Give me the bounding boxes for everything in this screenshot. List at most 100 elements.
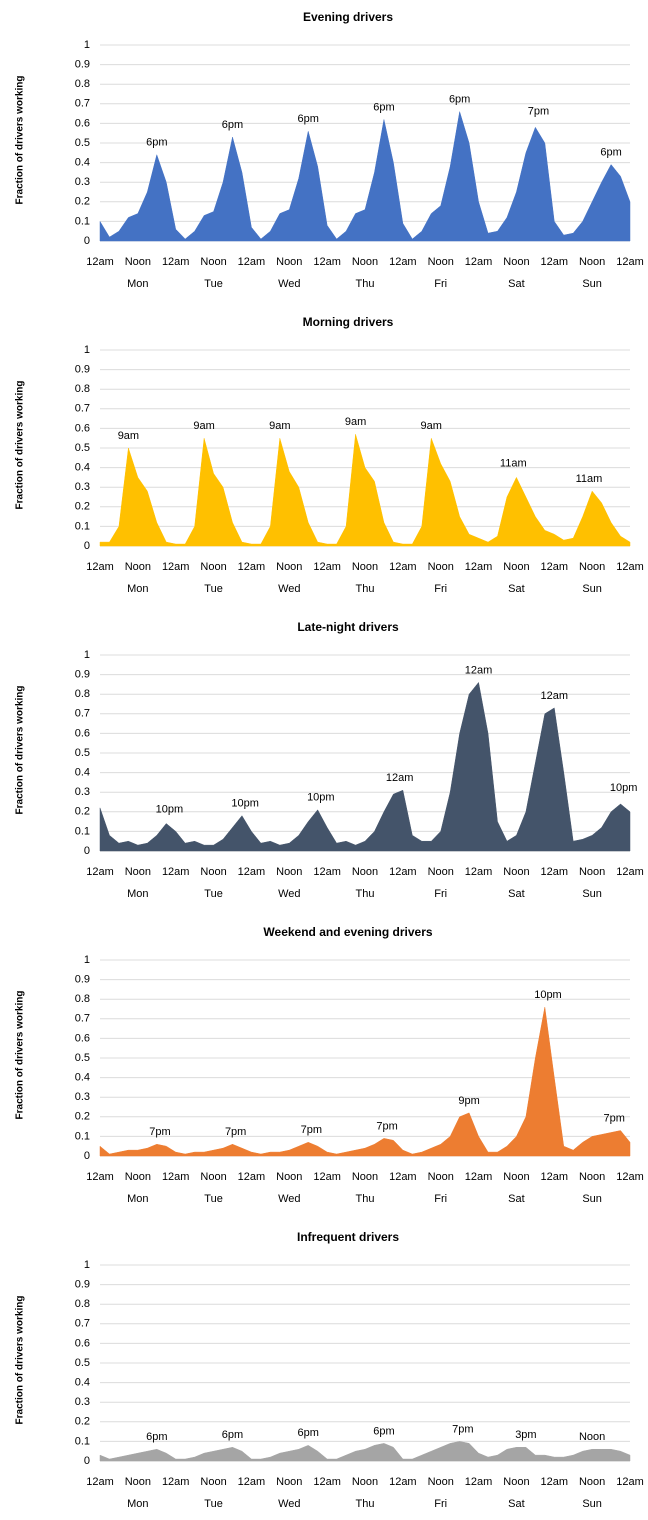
y-tick-label: 0 bbox=[84, 235, 90, 247]
x-tick-label: Noon bbox=[428, 1476, 454, 1488]
y-tick-label: 0.2 bbox=[75, 1416, 90, 1428]
y-axis-label: Fraction of drivers working bbox=[15, 381, 26, 510]
y-tick-label: 0.3 bbox=[75, 786, 90, 798]
x-tick-label: 12am bbox=[313, 1171, 341, 1183]
y-tick-label: 0.5 bbox=[75, 1052, 90, 1064]
x-tick-label: Noon bbox=[200, 1171, 226, 1183]
chart-title: Infrequent drivers bbox=[297, 1230, 399, 1244]
x-tick-label: Noon bbox=[276, 1171, 302, 1183]
x-tick-label: Noon bbox=[125, 1476, 151, 1488]
x-tick-label: 12am bbox=[86, 1476, 114, 1488]
day-label: Mon bbox=[127, 278, 148, 290]
x-tick-label: 12am bbox=[389, 1476, 417, 1488]
y-tick-label: 0.6 bbox=[75, 117, 90, 129]
y-tick-label: 0.5 bbox=[75, 1357, 90, 1369]
area bbox=[99, 1441, 631, 1462]
y-tick-label: 0.3 bbox=[75, 176, 90, 188]
peak-label: 10pm bbox=[156, 804, 184, 816]
day-label: Mon bbox=[127, 1193, 148, 1205]
x-tick-label: Noon bbox=[352, 1171, 378, 1183]
peak-label: 12am bbox=[465, 664, 493, 676]
area bbox=[99, 1006, 631, 1157]
x-tick-label: 12am bbox=[313, 866, 341, 878]
x-tick-label: 12am bbox=[541, 866, 569, 878]
y-tick-label: 0.4 bbox=[75, 462, 90, 474]
peak-label: 10pm bbox=[534, 989, 562, 1001]
y-tick-label: 0.8 bbox=[75, 383, 90, 395]
day-label: Sat bbox=[508, 1498, 525, 1510]
y-tick-label: 0.3 bbox=[75, 1396, 90, 1408]
day-label: Thu bbox=[356, 888, 375, 900]
y-tick-label: 0.4 bbox=[75, 767, 90, 779]
x-tick-label: Noon bbox=[579, 256, 605, 268]
y-axis-label: Fraction of drivers working bbox=[15, 1296, 26, 1425]
peak-label: 6pm bbox=[298, 113, 319, 125]
peak-label: 9am bbox=[345, 416, 366, 428]
y-tick-label: 0 bbox=[84, 540, 90, 552]
x-tick-label: Noon bbox=[276, 866, 302, 878]
x-tick-label: 12am bbox=[238, 561, 266, 573]
y-tick-label: 0.3 bbox=[75, 481, 90, 493]
day-label: Fri bbox=[434, 278, 447, 290]
x-tick-label: Noon bbox=[503, 866, 529, 878]
area bbox=[99, 434, 631, 547]
day-label: Sat bbox=[508, 888, 525, 900]
y-tick-label: 0.7 bbox=[75, 1013, 90, 1025]
x-tick-label: 12am bbox=[162, 1476, 190, 1488]
peak-label: 7pm bbox=[376, 1120, 397, 1132]
day-label: Thu bbox=[356, 1498, 375, 1510]
day-label: Thu bbox=[356, 278, 375, 290]
y-tick-label: 0.1 bbox=[75, 215, 90, 227]
x-tick-label: Noon bbox=[200, 866, 226, 878]
x-tick-label: Noon bbox=[503, 256, 529, 268]
peak-label: 9am bbox=[269, 420, 290, 432]
y-axis-label: Fraction of drivers working bbox=[15, 991, 26, 1120]
y-tick-label: 0 bbox=[84, 1455, 90, 1467]
day-label: Wed bbox=[278, 1498, 300, 1510]
y-tick-label: 0.6 bbox=[75, 727, 90, 739]
y-axis-label: Fraction of drivers working bbox=[15, 686, 26, 815]
peak-label: 6pm bbox=[373, 1425, 394, 1437]
y-tick-label: 0.4 bbox=[75, 157, 90, 169]
y-tick-label: 1 bbox=[84, 954, 90, 966]
y-tick-label: 0.5 bbox=[75, 442, 90, 454]
day-label: Wed bbox=[278, 278, 300, 290]
chart-title: Evening drivers bbox=[303, 10, 393, 24]
y-tick-label: 0.8 bbox=[75, 1298, 90, 1310]
day-label: Mon bbox=[127, 583, 148, 595]
peak-label: 6pm bbox=[298, 1427, 319, 1439]
x-tick-label: 12am bbox=[313, 1476, 341, 1488]
x-tick-label: 12am bbox=[616, 1476, 644, 1488]
day-label: Mon bbox=[127, 1498, 148, 1510]
x-tick-label: Noon bbox=[200, 256, 226, 268]
y-tick-label: 0.1 bbox=[75, 1130, 90, 1142]
y-tick-label: 0.4 bbox=[75, 1072, 90, 1084]
peak-label: 12am bbox=[541, 690, 569, 702]
day-label: Sun bbox=[582, 1193, 602, 1205]
x-tick-label: 12am bbox=[541, 1171, 569, 1183]
peak-label: 6pm bbox=[222, 119, 243, 131]
day-label: Wed bbox=[278, 888, 300, 900]
day-label: Sat bbox=[508, 583, 525, 595]
x-tick-label: Noon bbox=[352, 256, 378, 268]
x-tick-label: Noon bbox=[579, 1476, 605, 1488]
x-tick-label: Noon bbox=[428, 256, 454, 268]
y-tick-label: 0.5 bbox=[75, 747, 90, 759]
day-label: Sun bbox=[582, 278, 602, 290]
y-tick-label: 0.7 bbox=[75, 708, 90, 720]
day-label: Fri bbox=[434, 1193, 447, 1205]
peak-label: 10pm bbox=[307, 792, 335, 804]
peak-label: 7pm bbox=[225, 1126, 246, 1138]
peak-label: 9pm bbox=[458, 1095, 479, 1107]
day-label: Thu bbox=[356, 583, 375, 595]
x-tick-label: Noon bbox=[125, 866, 151, 878]
x-tick-label: Noon bbox=[276, 256, 302, 268]
area bbox=[99, 111, 631, 242]
day-label: Sun bbox=[582, 888, 602, 900]
x-tick-label: Noon bbox=[276, 561, 302, 573]
x-tick-label: 12am bbox=[313, 256, 341, 268]
x-tick-label: Noon bbox=[503, 1476, 529, 1488]
chart-title: Morning drivers bbox=[303, 315, 394, 329]
x-tick-label: 12am bbox=[86, 866, 114, 878]
peak-label: 7pm bbox=[301, 1124, 322, 1136]
